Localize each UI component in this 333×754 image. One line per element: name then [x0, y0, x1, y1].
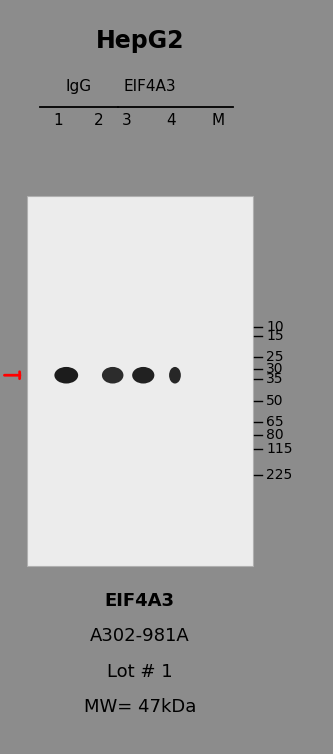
Text: 225: 225: [266, 468, 293, 482]
Text: 10: 10: [266, 320, 284, 334]
Text: 4: 4: [167, 113, 176, 128]
Ellipse shape: [169, 367, 181, 384]
Text: EIF4A3: EIF4A3: [105, 592, 175, 610]
Text: EIF4A3: EIF4A3: [124, 79, 176, 94]
Text: HepG2: HepG2: [96, 29, 184, 54]
Text: 50: 50: [266, 394, 284, 408]
Text: IgG: IgG: [65, 79, 91, 94]
Text: 2: 2: [94, 113, 103, 128]
Text: 25: 25: [266, 351, 284, 364]
Text: 3: 3: [122, 113, 132, 128]
Text: 35: 35: [266, 372, 284, 386]
Text: MW= 47kDa: MW= 47kDa: [84, 698, 196, 716]
Ellipse shape: [132, 367, 155, 384]
Text: M: M: [211, 113, 225, 128]
Text: 1: 1: [54, 113, 63, 128]
Text: Lot # 1: Lot # 1: [107, 663, 173, 681]
Text: 115: 115: [266, 442, 293, 456]
Text: 30: 30: [266, 362, 284, 376]
Bar: [27, 196, 253, 566]
Ellipse shape: [102, 367, 124, 384]
Text: A302-981A: A302-981A: [90, 627, 190, 645]
Text: 15: 15: [266, 329, 284, 343]
Ellipse shape: [54, 367, 78, 384]
Text: 80: 80: [266, 428, 284, 443]
Text: 65: 65: [266, 415, 284, 429]
